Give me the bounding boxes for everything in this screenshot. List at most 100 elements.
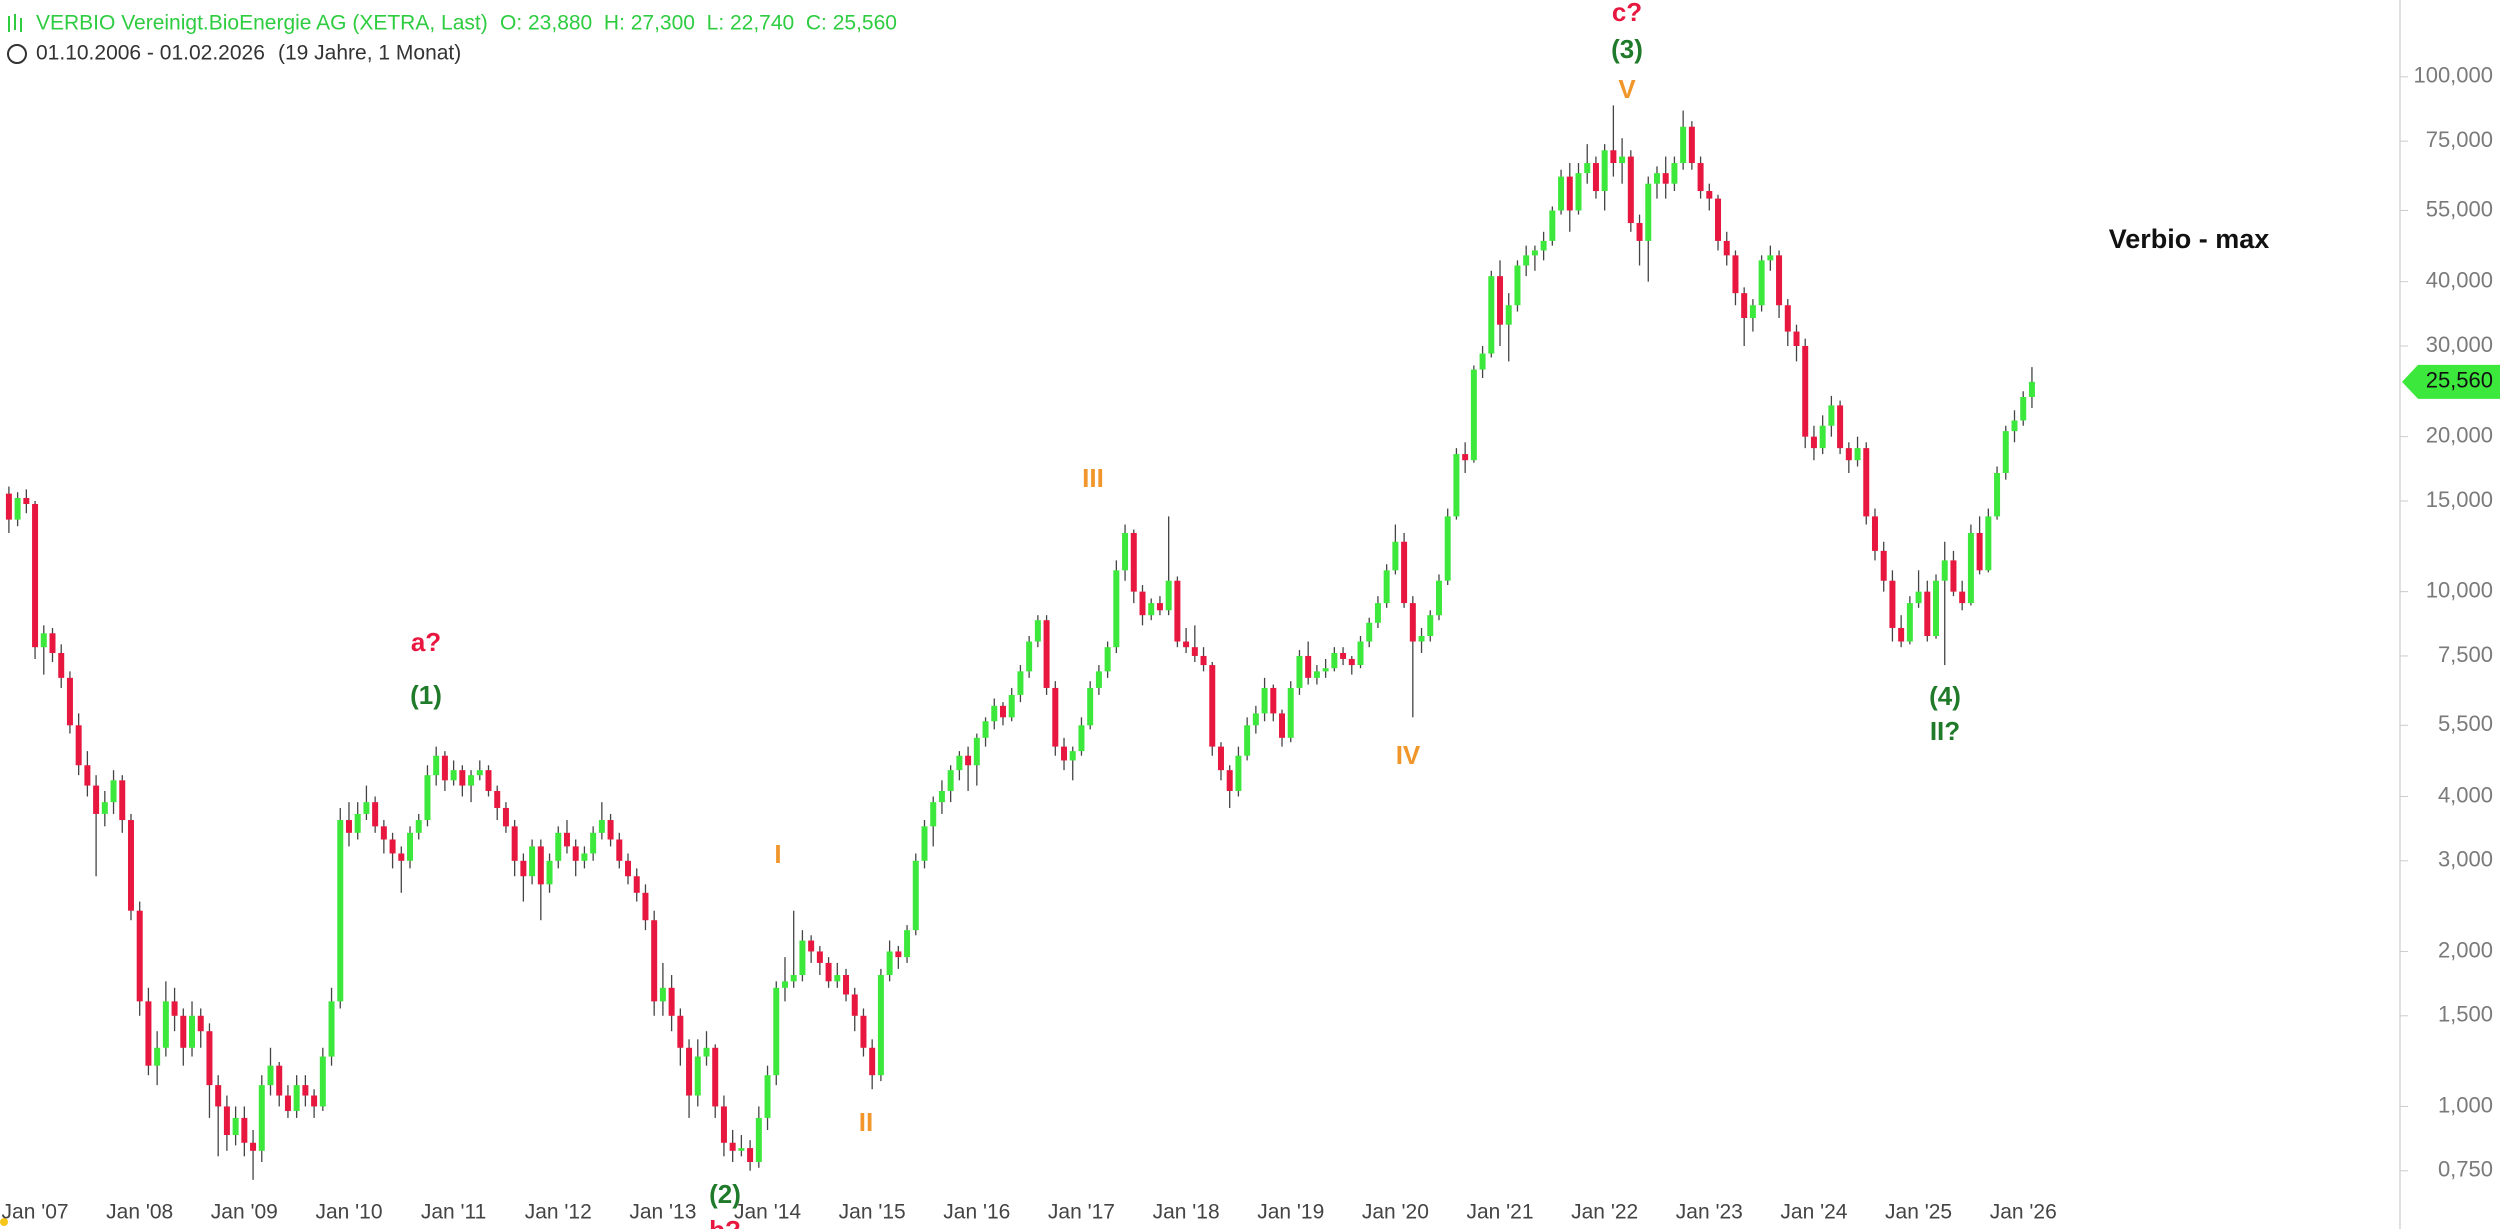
candle-body [1418,635,1425,642]
candle-body [1383,570,1390,604]
candle-body [284,1095,291,1111]
candle-body [1767,255,1774,261]
last-price-label: 25,560 [2426,368,2493,393]
candle-body [180,1015,187,1048]
x-tick-label: Jan '15 [839,1201,906,1224]
candle-body [1148,603,1155,616]
candle-body [1113,570,1120,648]
candle-body [1366,622,1373,642]
x-tick-label: Jan '08 [106,1201,173,1224]
marker-dot [0,1218,8,1226]
candle-body [886,951,893,976]
candle-body [1933,580,1940,636]
candle-body [2028,381,2035,398]
chart-title: Verbio - max [2109,224,2270,254]
candle-body [1174,580,1181,642]
candle-body [1183,641,1190,648]
candle-body [302,1085,309,1096]
wave-label: IV [1396,740,1421,770]
candle-body [616,839,623,861]
candle-body [363,802,370,814]
candle-body [694,1056,701,1096]
candle-body [337,820,344,1002]
y-tick-label: 1,000 [2438,1092,2493,1117]
candle-body [1575,173,1582,211]
y-tick-label: 3,000 [2438,847,2493,872]
candle-body [1610,150,1617,164]
candle-body [991,705,998,722]
wave-label: c? [1612,0,1642,27]
candle-body [14,498,21,520]
candle-body [1191,647,1198,656]
candle-body [110,780,117,803]
x-tick-label: Jan '18 [1153,1201,1220,1224]
candle-body [651,920,658,1002]
candle-body [930,802,937,827]
candle-body [407,832,414,861]
candle-body [1270,687,1277,714]
header-icon [8,14,22,32]
candle-body [860,1015,867,1048]
candle-body [485,770,492,791]
wave-label: a? [411,627,441,657]
candle-body [328,1001,335,1057]
candle-body [938,790,945,803]
candle-body [1008,694,1015,718]
candle-body [1985,516,1992,571]
candle-body [755,1117,762,1162]
candle-body [1104,647,1111,672]
candle-body [197,1015,204,1032]
candle-body [84,765,91,786]
wave-label: (1) [410,680,442,710]
candle-body [921,826,928,861]
candle-body [1017,671,1024,695]
wave-label: III [1082,463,1104,493]
candle-body [1296,655,1303,688]
candle-body [101,802,108,814]
candle-body [189,1015,196,1048]
candle-body [1924,591,1931,636]
candle-body [1793,331,1800,347]
candle-body [790,975,797,982]
candle-body [49,633,56,653]
candle-body [119,780,126,821]
candle-body [93,785,100,814]
candle-body [607,820,614,840]
y-tick-label: 2,000 [2438,937,2493,962]
y-tick-label: 0,750 [2438,1157,2493,1182]
candle-body [58,652,65,678]
candle-body [1601,150,1608,192]
candle-body [32,503,39,648]
candle-body [1566,176,1573,211]
candle-body [729,1142,736,1151]
wave-label: b? [709,1215,741,1229]
candle-body [1095,671,1102,688]
wave-label: I [774,839,781,869]
candle-body [1165,580,1172,611]
candle-body [241,1117,248,1143]
x-tick-label: Jan '09 [211,1201,278,1224]
candle-body [1427,615,1434,636]
candle-body [677,1015,684,1048]
x-tick-label: Jan '16 [943,1201,1010,1224]
candle-body [520,860,527,877]
candle-body [2020,397,2027,421]
candle-body [1706,191,1713,199]
y-tick-label: 4,000 [2438,782,2493,807]
candle-body [293,1085,300,1111]
candle-body [1688,126,1695,164]
y-tick-label: 20,000 [2426,422,2493,447]
x-tick-label: Jan '12 [525,1201,592,1224]
candle-body [354,813,361,833]
candle-body [1645,183,1652,241]
candle-body [319,1056,326,1107]
candle-body [267,1065,274,1086]
candle-body [904,930,911,958]
candle-body [1715,198,1722,241]
candle-body [555,832,562,861]
candle-body [311,1095,318,1107]
candle-body [1217,746,1224,771]
candle-body [1976,532,1983,571]
candle-body [764,1075,771,1118]
candle-body [1279,713,1286,738]
